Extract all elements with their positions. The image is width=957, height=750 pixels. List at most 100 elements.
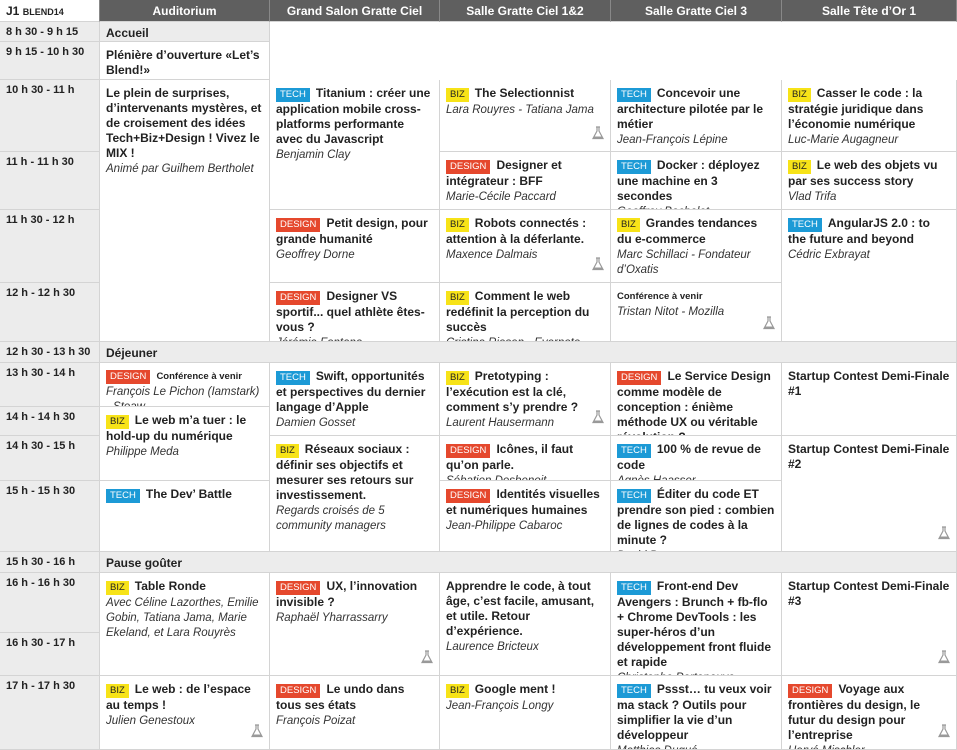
session-title: DESIGN Le Service Design comme modèle de … <box>617 369 775 435</box>
track-tag: BIZ <box>106 684 129 698</box>
title-text: Table Ronde <box>134 579 206 593</box>
time-slot: 16 h - 16 h 30 <box>0 573 100 633</box>
speaker: Animé par Guilhem Bertholet <box>106 163 254 175</box>
track-tag: BIZ <box>106 415 129 429</box>
title-text: Le Service Design comme modèle de concep… <box>617 369 771 435</box>
session-title: BIZ Google ment ! <box>446 682 604 698</box>
time-slot: 14 h - 14 h 30 <box>0 407 100 436</box>
session-title: BIZ Grandes tendances du e-commerce <box>617 216 775 247</box>
speaker: Laurence Bricteux <box>446 641 539 653</box>
speaker: Christophe Porteneuve <box>617 671 775 675</box>
break: Déjeuner <box>100 342 957 363</box>
session: DESIGN Designer et intégrateur : BFF Marie… <box>440 152 611 210</box>
session: TECH AngularJS 2.0 : to the future and be… <box>782 210 957 342</box>
speaker: Geoffrey Dorne <box>276 249 355 261</box>
speaker: Marc Schillaci - Fondateur d’Oxatis <box>617 249 751 276</box>
title-text: Le plein de surprises, d’intervenants my… <box>106 86 262 160</box>
session: DESIGN Le undo dans tous ses états Françoi… <box>270 676 440 750</box>
title-text: Icônes, il faut qu’on parle. <box>446 442 574 472</box>
title-text: Le web : de l’espace au temps ! <box>106 682 251 712</box>
session: TECH Docker : déployez une machine en 3 s… <box>611 152 782 210</box>
speaker: Damien Gosset <box>276 417 356 429</box>
time-slot: 12 h - 12 h 30 <box>0 283 100 342</box>
speaker: Lara Rouyres - Tatiana Jama <box>446 104 594 116</box>
speaker: Cristina Riesen - Evernote <box>446 336 604 341</box>
title-text: Le undo dans tous ses états <box>276 682 405 712</box>
break: Pause goûter <box>100 552 957 573</box>
session: TECH Swift, opportunités et perspectives … <box>270 363 440 436</box>
title-text: Pretotyping : l’exécution est la clé, co… <box>446 369 579 414</box>
session-title: Conférence à venir <box>617 289 775 304</box>
title-text: Startup Contest Demi-Finale #1 <box>788 369 950 398</box>
title-text: Identités visuelles et numériques humain… <box>446 487 600 517</box>
title-text: The Selectionnist <box>474 86 575 100</box>
lab-icon <box>763 316 775 335</box>
title-text: Plénière d’ouverture «Let’s Blend!» <box>106 48 260 77</box>
session-title: Plénière d’ouverture «Let’s Blend!» <box>106 48 263 78</box>
session: DESIGN Conférence à venir François Le Pich… <box>100 363 270 407</box>
lab-icon <box>421 650 433 669</box>
track-tag: DESIGN <box>276 218 321 232</box>
title-text: Conférence à venir <box>156 371 242 382</box>
speaker: François Poizat <box>276 715 356 727</box>
speaker: Sébatien Desbenoit <box>446 475 547 481</box>
session: TECH Concevoir une architecture pilotée p… <box>611 80 782 152</box>
session: BIZ Casser le code : la stratégie juridiq… <box>782 80 957 152</box>
title-text: Designer et intégrateur : BFF <box>446 158 562 188</box>
title-text: Grandes tendances du e-commerce <box>617 216 758 246</box>
speaker: Marie-Cécile Paccard <box>446 191 556 203</box>
room-header: Salle Gratte Ciel 1&2 <box>440 0 611 22</box>
speaker: Luc-Marie Augagneur <box>788 134 899 146</box>
track-tag: BIZ <box>788 160 811 174</box>
time-slot: 8 h 30 - 9 h 15 <box>0 22 100 42</box>
title-text: 100 % de revue de code <box>617 442 761 472</box>
track-tag: BIZ <box>788 88 811 102</box>
session: DESIGN Le Service Design comme modèle de … <box>611 363 782 436</box>
track-tag: BIZ <box>446 218 469 232</box>
session-title: DESIGN Designer VS sportif... quel athlèt… <box>276 289 433 335</box>
session-title: TECH The Dev’ Battle <box>106 487 263 503</box>
speaker: Maxence Dalmais <box>446 249 538 261</box>
title-text: Le web des objets vu par ses success sto… <box>788 158 938 188</box>
session-title: TECH AngularJS 2.0 : to the future and be… <box>788 216 950 247</box>
session: Apprendre le code, à tout âge, c’est fac… <box>440 573 611 676</box>
time-slot: 15 h - 15 h 30 <box>0 481 100 552</box>
session: DESIGN Petit design, pour grande humanité… <box>270 210 440 283</box>
session-title: Apprendre le code, à tout âge, c’est fac… <box>446 579 604 639</box>
session-title: Startup Contest Demi-Finale #3 <box>788 579 950 609</box>
title-text: AngularJS 2.0 : to the future and beyond <box>788 216 930 246</box>
track-tag: TECH <box>617 684 651 698</box>
room-header: Grand Salon Gratte Ciel <box>270 0 440 22</box>
session-title: BIZ Pretotyping : l’exécution est la clé,… <box>446 369 604 415</box>
track-tag: TECH <box>617 160 651 174</box>
time-slot: 13 h 30 - 14 h <box>0 363 100 407</box>
speaker: Benjamin Clay <box>276 149 351 161</box>
lab-icon <box>938 526 950 545</box>
session-title: TECH 100 % de revue de code <box>617 442 775 473</box>
session: DESIGN Identités visuelles et numériques … <box>440 481 611 552</box>
track-tag: DESIGN <box>788 684 833 698</box>
room-header: Salle Tête d’Or 1 <box>782 0 957 22</box>
session-title: TECH Front-end Dev Avengers : Brunch + fb… <box>617 579 775 670</box>
title-text: UX, l’innovation invisible ? <box>276 579 418 609</box>
session: BIZ Le web des objets vu par ses success … <box>782 152 957 210</box>
lab-icon <box>592 410 604 429</box>
room-header: Salle Gratte Ciel 3 <box>611 0 782 22</box>
title-text: Google ment ! <box>474 682 556 696</box>
session: BIZ Le web m’a tuer : le hold-up du numér… <box>100 407 270 481</box>
time-slot: 9 h 15 - 10 h 30 <box>0 42 100 80</box>
speaker: François Le Pichon (Iamstark) - Steaw <box>106 386 260 407</box>
title-text: Pssst… tu veux voir ma stack ? Outils po… <box>617 682 772 742</box>
title-text: Docker : déployez une machine en 3 secon… <box>617 158 760 203</box>
speaker: Avec Céline Lazorthes, Emilie Gobin, Tat… <box>106 597 259 639</box>
session: BIZ The Selectionnist Lara Rouyres - Tatia… <box>440 80 611 152</box>
title-text: Front-end Dev Avengers : Brunch + fb-flo… <box>617 579 772 669</box>
time-slot: 16 h 30 - 17 h <box>0 633 100 676</box>
speaker: Hervé Mischler <box>788 744 950 749</box>
title-text: Conférence à venir <box>617 291 703 302</box>
session: TECH The Dev’ Battle <box>100 481 270 552</box>
time-slot: 17 h - 17 h 30 <box>0 676 100 750</box>
lab-icon <box>592 257 604 276</box>
session: BIZ Robots connectés : attention à la déf… <box>440 210 611 283</box>
